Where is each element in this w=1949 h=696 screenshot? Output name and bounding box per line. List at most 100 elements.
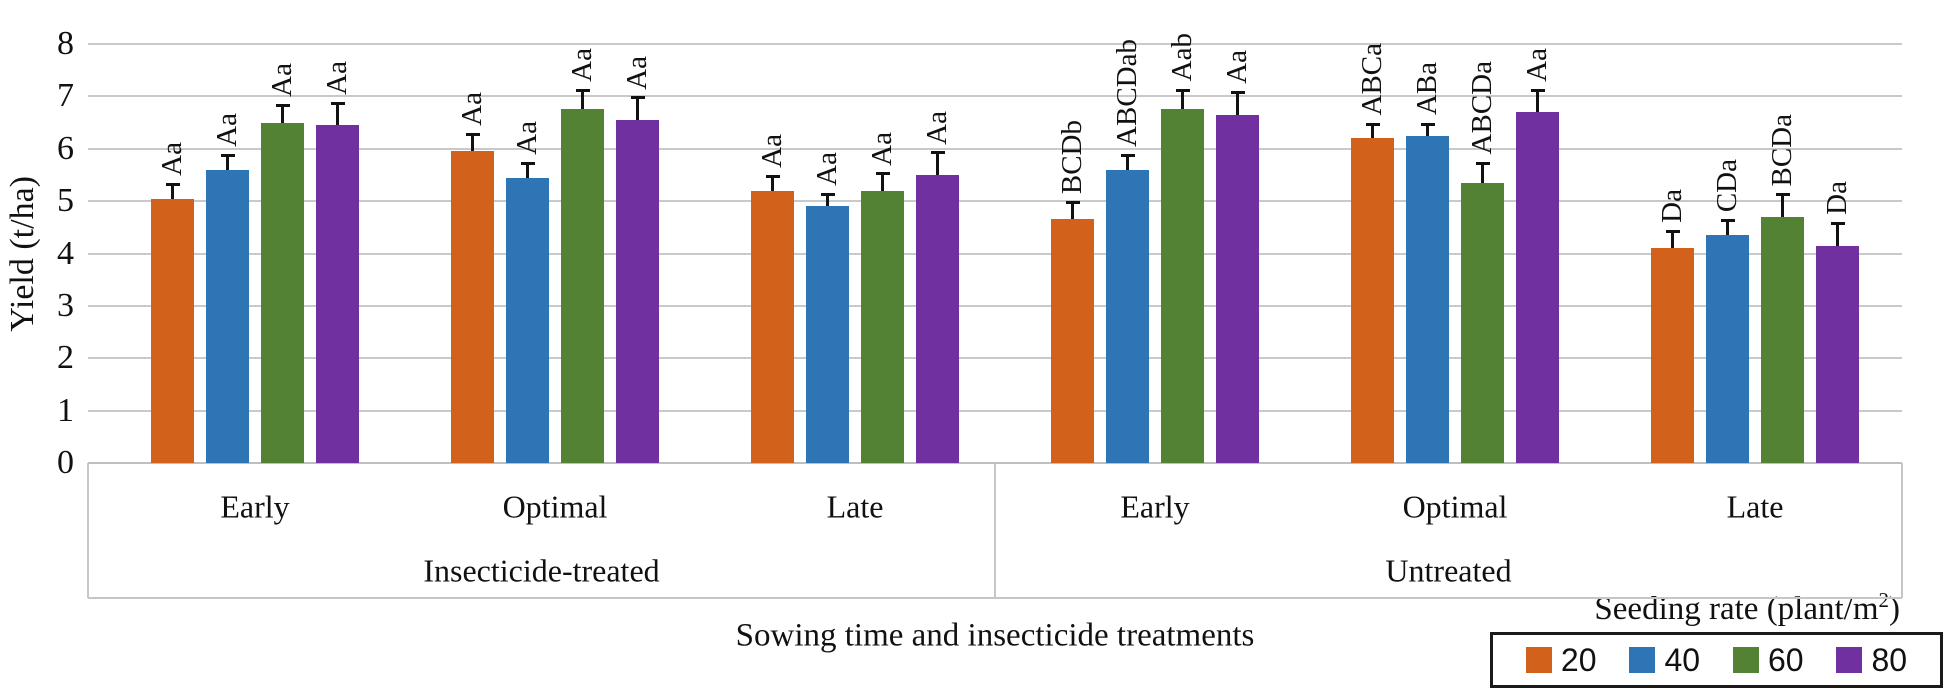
legend-title-superscript: 2 [1878, 588, 1890, 612]
y-tick-label: 2 [57, 339, 74, 377]
error-bar-stem [581, 88, 584, 110]
error-bar-cap [820, 193, 835, 197]
error-bar-cap [165, 182, 180, 186]
error-bar-cap [1720, 219, 1735, 223]
error-bar [1175, 88, 1190, 110]
error-bar-cap [630, 96, 645, 100]
error-bar-cap [1475, 161, 1490, 165]
bar [561, 109, 604, 463]
error-bar [1775, 193, 1790, 217]
x-axis-title: Sowing time and insecticide treatments [735, 617, 1255, 654]
error-bar [1665, 229, 1680, 249]
significance-label: Da [1655, 189, 1688, 223]
significance-label: Aa [810, 152, 843, 187]
bar [506, 177, 549, 463]
significance-label: Aa [1520, 47, 1553, 82]
error-bar-stem [1371, 122, 1374, 139]
error-bar [1530, 88, 1545, 113]
error-bar-cap [930, 151, 945, 155]
error-bar-cap [1065, 201, 1080, 205]
bar [261, 122, 304, 463]
significance-label: Aa [320, 60, 353, 95]
error-bar-stem [826, 193, 829, 207]
bar [206, 169, 249, 463]
legend-swatch [1836, 647, 1863, 673]
bar [806, 206, 849, 463]
bar [1351, 138, 1394, 463]
error-bar-stem [1671, 229, 1674, 249]
bar [1051, 219, 1094, 463]
error-bar-cap [220, 154, 235, 157]
error-bar-stem [226, 154, 229, 170]
error-bar [1420, 122, 1435, 136]
gridline [88, 43, 1902, 45]
error-bar-stem [1726, 219, 1729, 236]
treatment-group-label: Insecticide-treated [423, 552, 660, 589]
error-bar-cap [520, 161, 535, 165]
error-bar-cap [1120, 154, 1135, 157]
error-bar [465, 133, 480, 152]
significance-label: Aa [920, 110, 953, 145]
error-bar [765, 174, 780, 191]
error-bar-stem [1126, 154, 1129, 170]
significance-label: Da [1820, 181, 1853, 216]
gridline [88, 95, 1902, 98]
significance-label: Aa [755, 134, 788, 168]
error-bar-stem [936, 151, 939, 175]
error-bar-stem [881, 172, 884, 191]
y-tick-label: 0 [57, 444, 74, 481]
error-bar-cap [1420, 122, 1435, 126]
error-bar-stem [526, 161, 529, 178]
error-bar-cap [275, 104, 290, 108]
significance-label: Aab [1165, 33, 1198, 82]
error-bar-stem [771, 174, 774, 191]
significance-label: ABCa [1355, 43, 1388, 116]
sowing-time-label: Early [220, 488, 290, 525]
error-bar [165, 182, 180, 199]
gridline [88, 409, 1902, 412]
significance-label: ABCDa [1465, 61, 1498, 155]
legend: 20 40 60 80 [1490, 632, 1943, 688]
error-bar-stem [1071, 201, 1074, 220]
legend-entry: 80 [1836, 644, 1907, 676]
error-bar-cap [1830, 222, 1845, 226]
error-bar [1365, 122, 1380, 139]
error-bar-cap [765, 174, 780, 178]
error-bar [930, 151, 945, 175]
bar [751, 190, 794, 463]
error-bar-stem [1536, 88, 1539, 113]
category-area-bottom-line [88, 597, 1902, 599]
error-bar [1475, 161, 1490, 183]
significance-label: Aa [210, 113, 243, 147]
plot-area: Aa Aa Aa Aa Aa Aa Aa Aa Aa Aa Aa Aa BCDb ABCDab Aab Aa A… [88, 33, 1902, 464]
error-bar-cap [465, 133, 480, 137]
category-separator-line [87, 463, 89, 598]
legend-value: 40 [1664, 642, 1701, 678]
y-tick-label: 3 [57, 286, 74, 324]
y-tick-label: 6 [57, 129, 74, 167]
bar [316, 125, 359, 463]
legend-value: 60 [1767, 642, 1804, 678]
significance-label: Aa [265, 63, 298, 98]
gridline [88, 200, 1902, 203]
error-bar [1720, 219, 1735, 236]
error-bar-cap [1175, 88, 1190, 92]
error-bar-stem [336, 101, 339, 126]
significance-label: Aa [565, 47, 598, 82]
bar [451, 151, 494, 463]
significance-label: Aa [155, 141, 188, 176]
error-bar [1120, 154, 1135, 170]
significance-label: Aa [1220, 50, 1253, 85]
significance-label: Aa [510, 121, 543, 155]
error-bar-stem [1781, 193, 1784, 217]
legend-entry: 20 [1525, 642, 1597, 678]
error-bar [1065, 201, 1080, 220]
bar [1106, 169, 1149, 463]
legend-value: 20 [1560, 642, 1597, 678]
error-bar-stem [1181, 88, 1184, 110]
error-bar [1230, 91, 1245, 115]
significance-label: ABCDab [1110, 39, 1143, 147]
error-bar-stem [1836, 222, 1839, 246]
error-bar [575, 88, 590, 110]
